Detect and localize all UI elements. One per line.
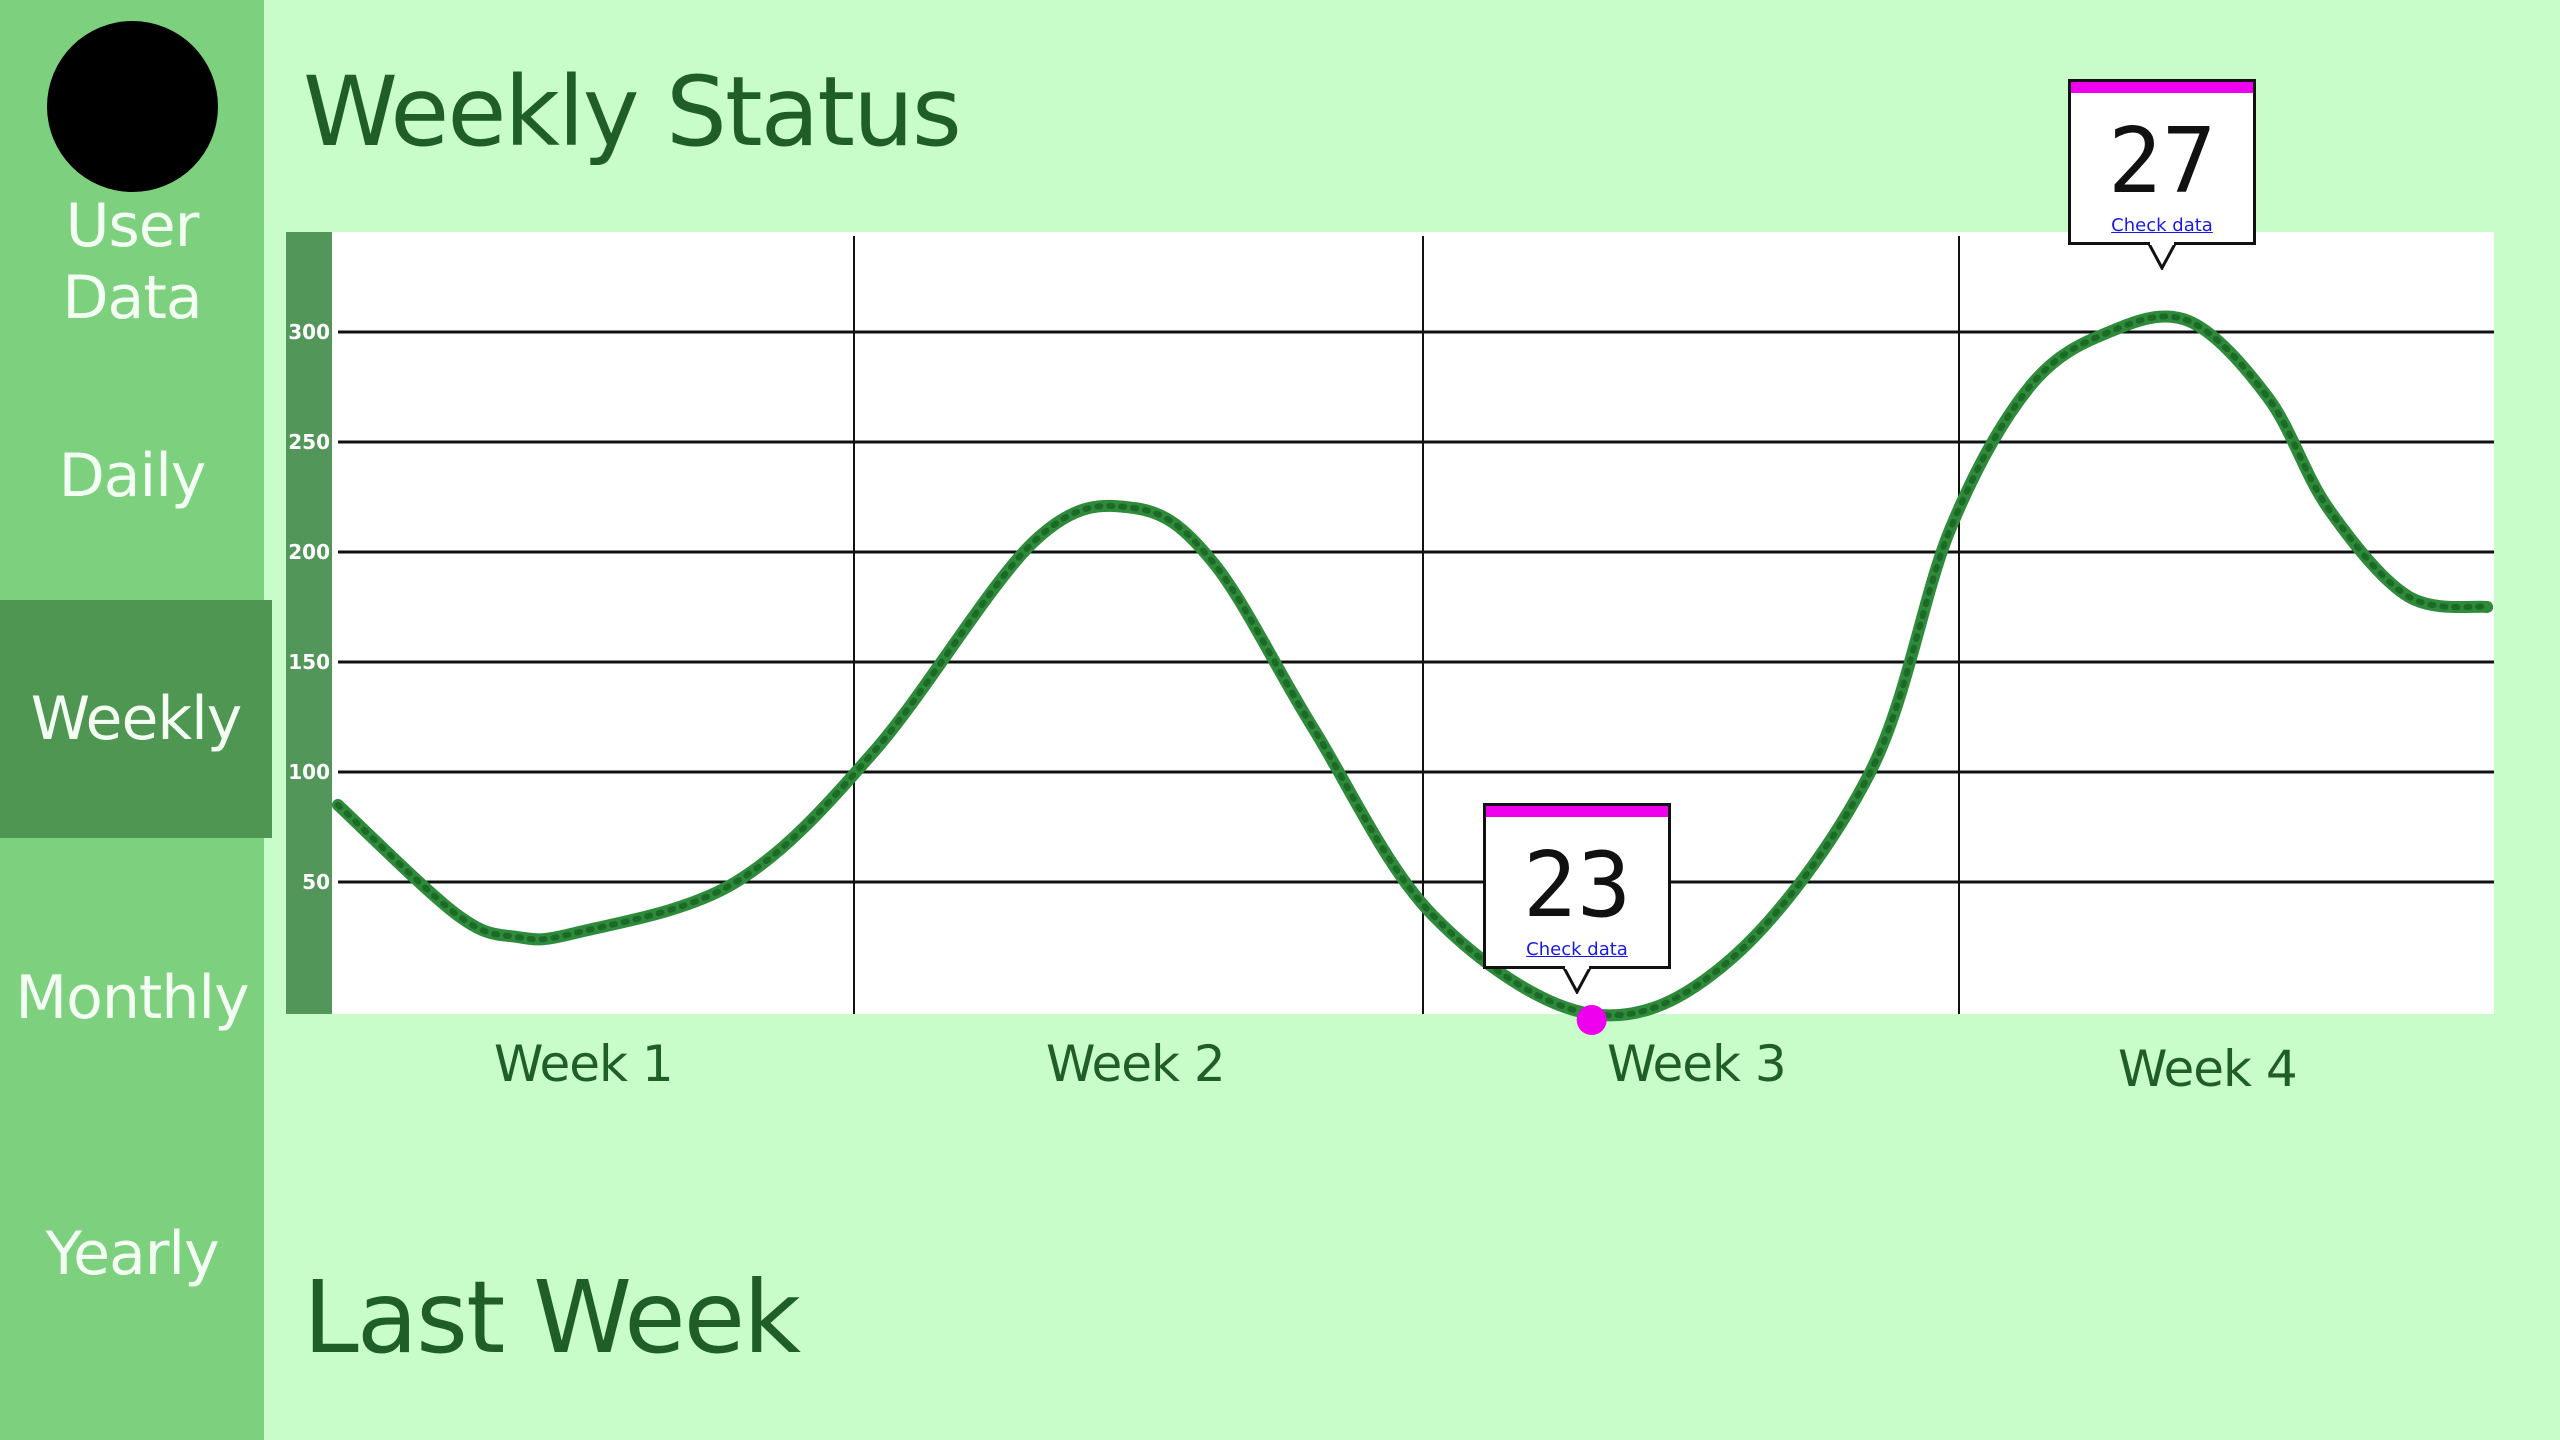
y-tick-label: 200: [288, 540, 330, 564]
page-title: Weekly Status: [303, 56, 962, 168]
series-line-texture: [335, 313, 2491, 1019]
tooltip-pointer: [2148, 242, 2176, 270]
tooltip-pointer: [1563, 966, 1591, 994]
check-data-link[interactable]: Check data: [2111, 215, 2213, 236]
tooltip-low: 23 Check data: [1483, 803, 1671, 994]
avatar[interactable]: [47, 21, 218, 192]
section-title: Last Week: [303, 1259, 801, 1376]
y-tick-label: 300: [288, 320, 330, 344]
tooltip-accent-bar: [1486, 806, 1668, 817]
x-tick-week-3: Week 3: [1607, 1035, 1787, 1093]
sidebar-item-yearly[interactable]: Yearly: [45, 1219, 219, 1289]
y-tick-label: 250: [288, 430, 330, 454]
y-tick-label: 50: [302, 870, 330, 894]
chart-area: [286, 232, 2494, 1014]
minimum-point-marker[interactable]: [1576, 1005, 1607, 1035]
tooltip-value: 23: [1522, 833, 1632, 938]
sidebar-item-weekly[interactable]: Weekly: [0, 600, 272, 838]
user-data-label: User Data: [62, 191, 202, 333]
tooltip-value: 27: [2107, 109, 2217, 214]
y-axis-strip: [286, 232, 332, 1014]
x-tick-week-1: Week 1: [494, 1035, 674, 1093]
x-tick-week-2: Week 2: [1046, 1035, 1226, 1093]
tooltip-high: 27 Check data: [2068, 79, 2256, 270]
y-tick-label: 100: [288, 760, 330, 784]
sidebar-item-monthly[interactable]: Monthly: [15, 963, 249, 1033]
x-tick-week-4: Week 4: [2118, 1040, 2298, 1098]
check-data-link[interactable]: Check data: [1526, 939, 1628, 960]
tooltip-accent-bar: [2071, 82, 2253, 93]
sidebar-item-daily[interactable]: Daily: [58, 441, 207, 511]
sidebar: User Data Daily Weekly Monthly Yearly: [0, 0, 272, 1440]
y-tick-label: 150: [288, 650, 330, 674]
